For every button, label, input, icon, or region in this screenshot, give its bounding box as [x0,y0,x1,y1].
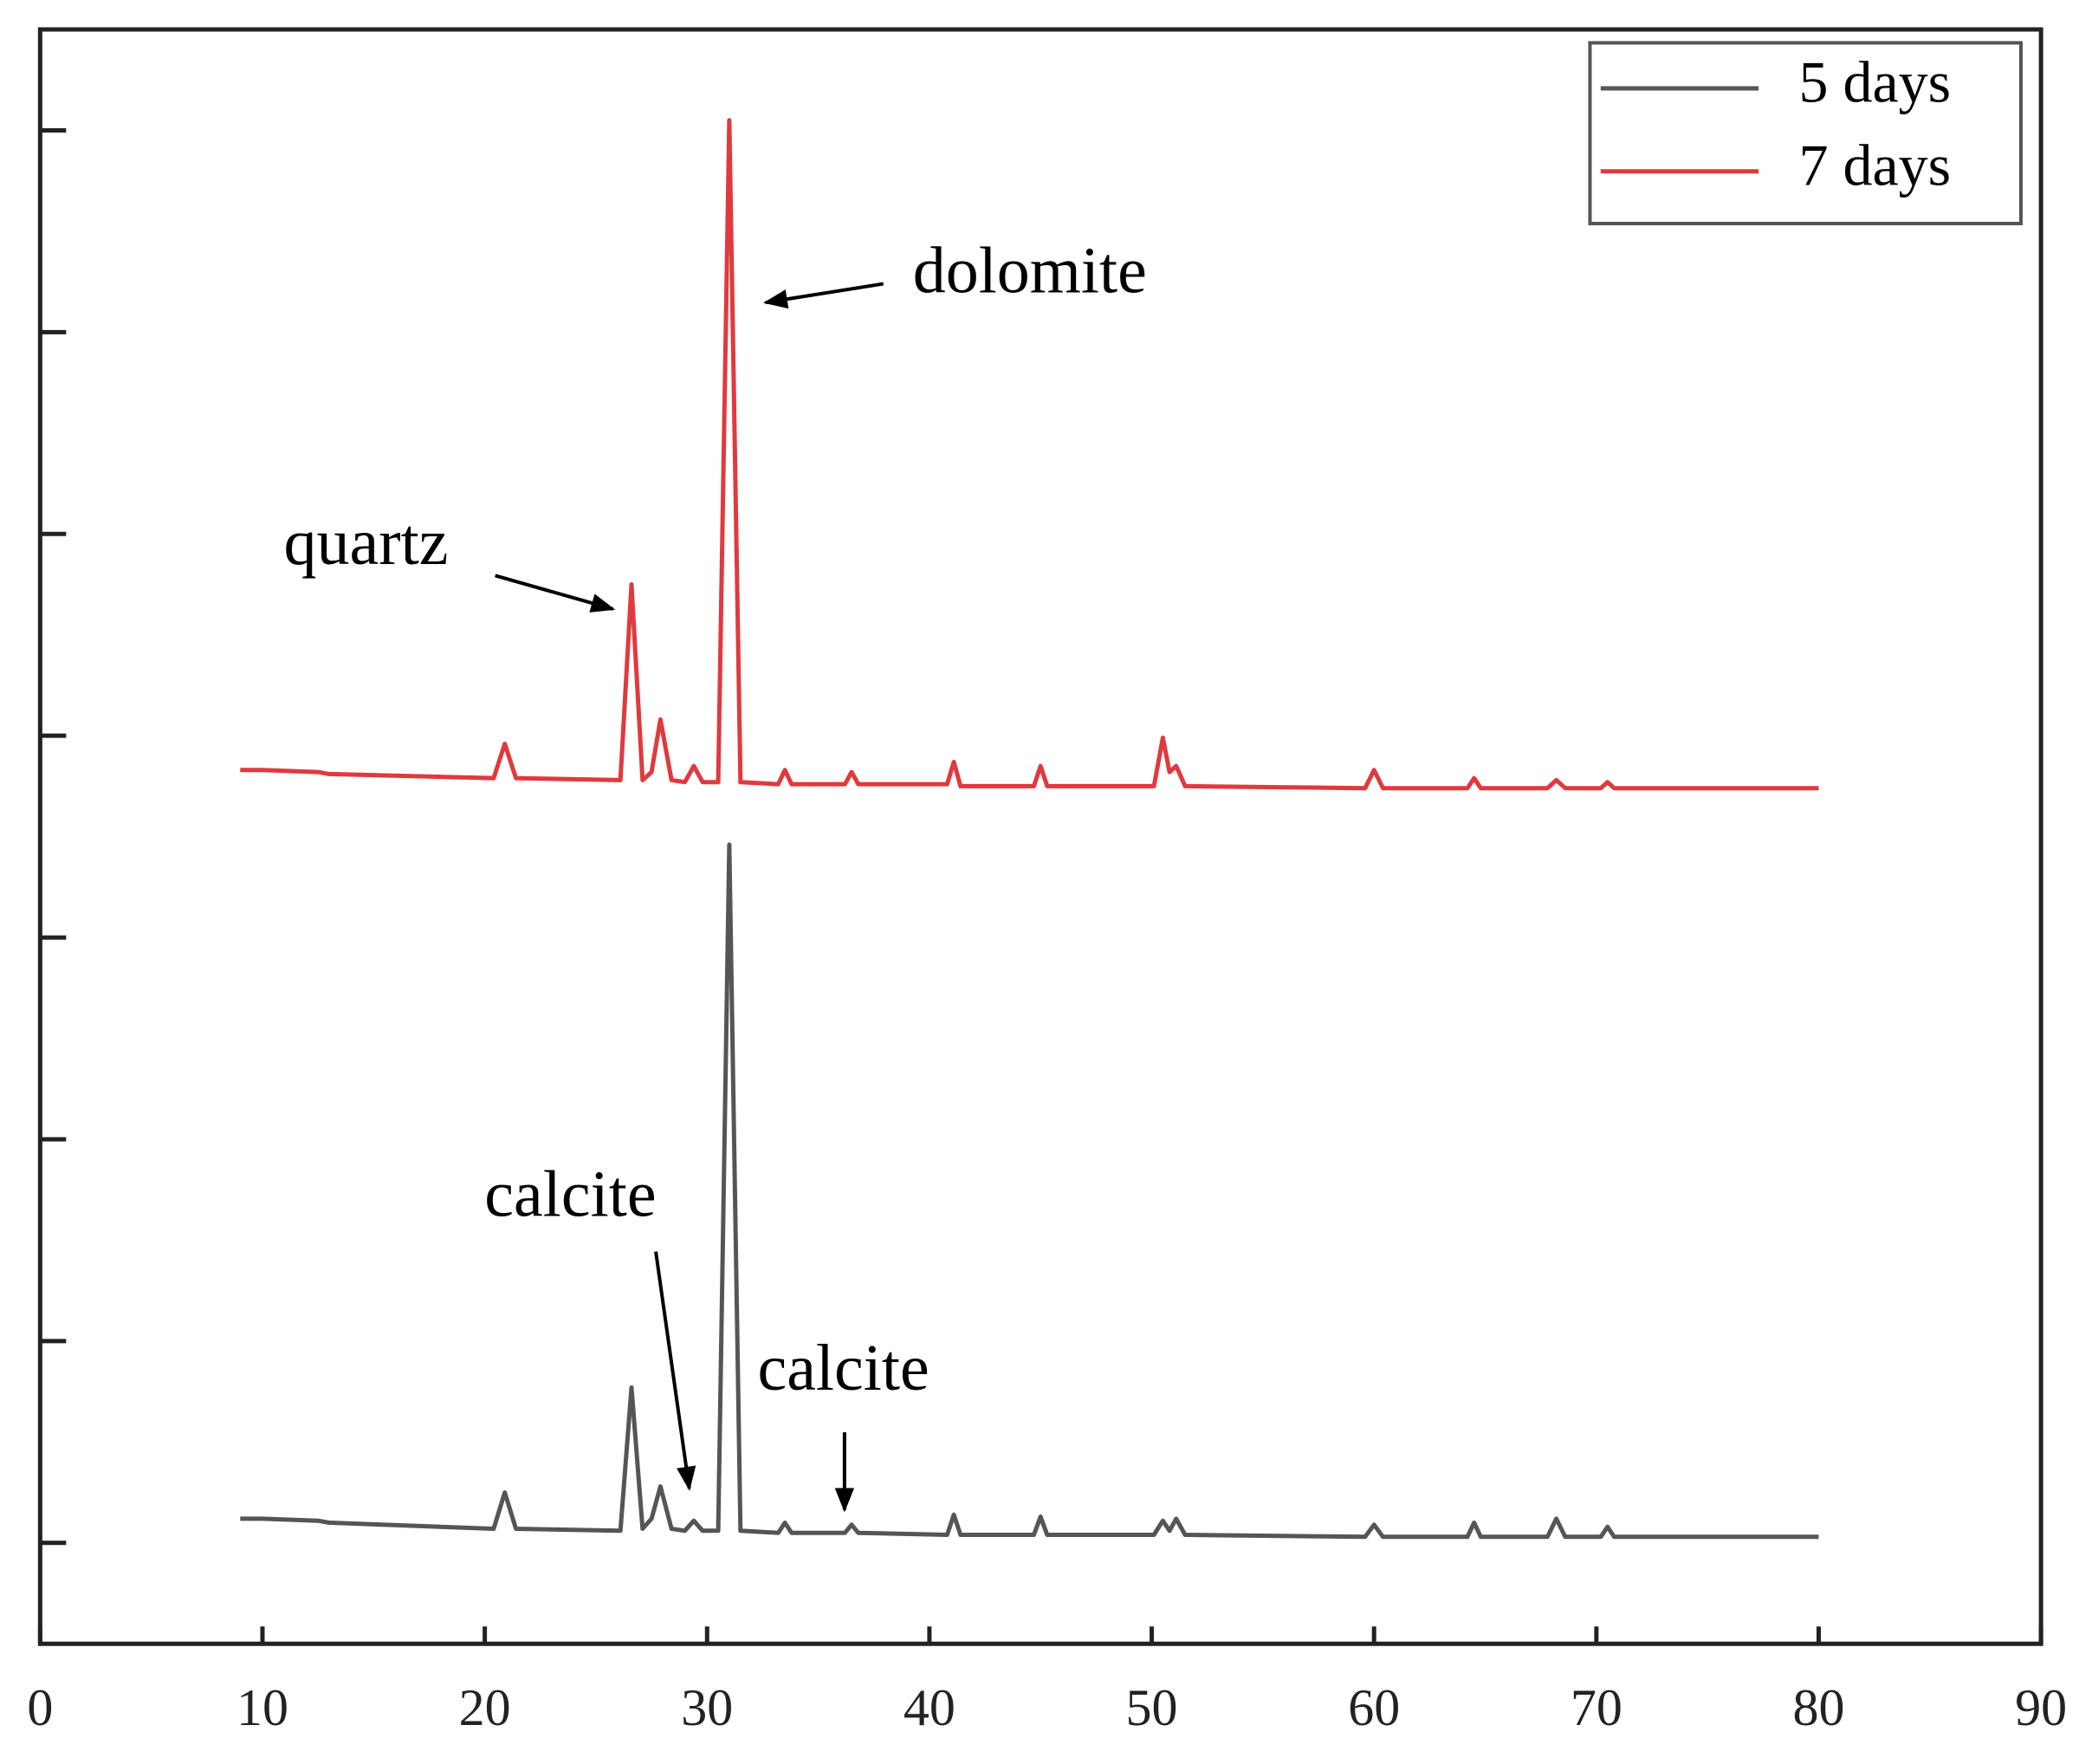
legend-label: 7 days [1798,132,1951,198]
x-tick-label: 50 [1126,1679,1178,1736]
annotation-arrow [654,1251,696,1491]
x-tick-label: 60 [1348,1679,1400,1736]
annotation: dolomite [913,234,1147,307]
annotation: calcite [484,1158,656,1230]
x-tick-label: 80 [1792,1679,1844,1736]
annotation: calcite [757,1332,929,1404]
annotation-arrow [495,574,616,613]
legend-box [1588,41,2023,226]
x-tick-label: 10 [236,1679,288,1736]
x-tick-label: 90 [2015,1679,2067,1736]
annotation-arrow [762,282,884,309]
x-tick-label: 70 [1571,1679,1622,1736]
annotation: quartz [284,506,449,579]
data-line [240,842,1819,1540]
x-tick-label: 20 [459,1679,511,1736]
x-tick-label: 30 [681,1679,733,1736]
x-tick-label: 0 [27,1679,53,1736]
x-tick-label: 40 [904,1679,955,1736]
data-line [240,118,1819,791]
legend: 5 days 7 days [1588,41,2023,226]
plot-frame [37,27,2043,1646]
legend-label: 5 days [1798,49,1951,115]
